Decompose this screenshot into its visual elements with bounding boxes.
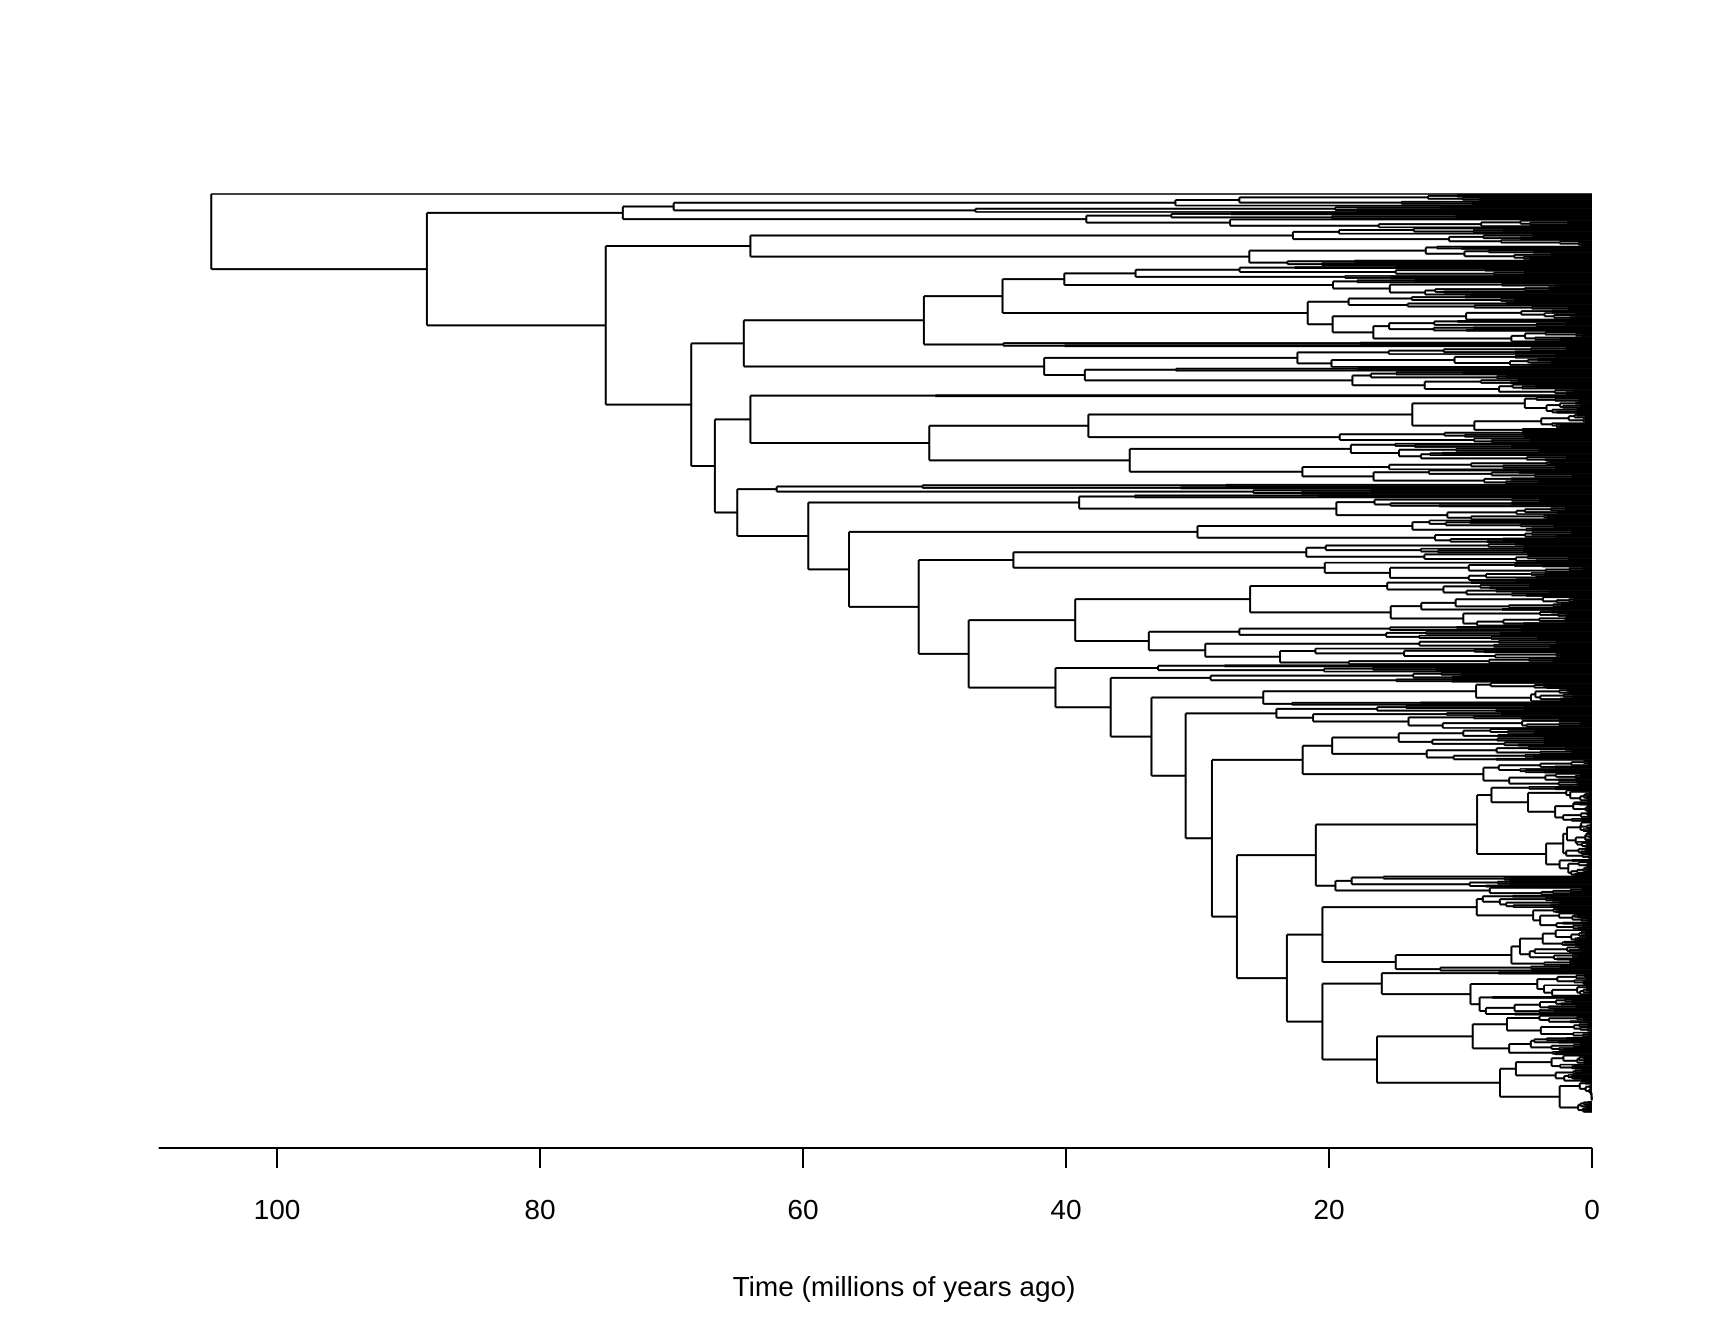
tree-branches xyxy=(210,193,1593,1113)
x-axis-label: Time (millions of years ago) xyxy=(733,1271,1076,1302)
x-tick-label: 40 xyxy=(1050,1194,1081,1225)
x-tick-label: 80 xyxy=(524,1194,555,1225)
x-tick-label: 0 xyxy=(1584,1194,1600,1225)
x-tick-label: 60 xyxy=(787,1194,818,1225)
x-tick-label: 20 xyxy=(1313,1194,1344,1225)
x-axis: 100 80 60 40 20 0 xyxy=(158,1147,1600,1225)
x-tick-label: 100 xyxy=(254,1194,301,1225)
